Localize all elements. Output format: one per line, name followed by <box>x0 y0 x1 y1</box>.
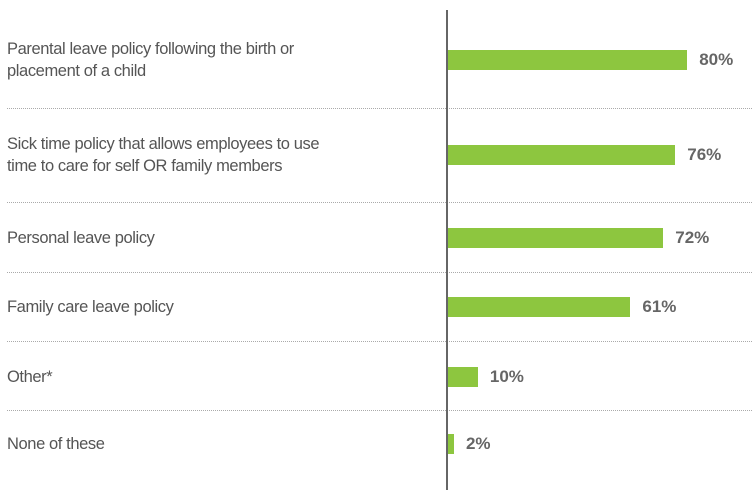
bar <box>448 50 688 70</box>
row-separator <box>7 108 752 109</box>
row-separator <box>7 202 752 203</box>
category-label: None of these <box>7 435 105 453</box>
bar <box>448 228 664 248</box>
value-label: 10% <box>489 367 524 386</box>
bar <box>448 367 478 387</box>
bar <box>448 145 676 165</box>
value-label: 76% <box>687 145 722 164</box>
category-label: Family care leave policy <box>7 298 174 316</box>
category-label: Sick time policy that allows employees t… <box>7 135 320 175</box>
bar <box>448 297 631 317</box>
axis-line <box>446 10 448 490</box>
category-label: Personal leave policy <box>7 229 155 247</box>
value-label: 61% <box>642 297 677 316</box>
bar <box>448 434 454 454</box>
row-separator <box>7 410 752 411</box>
value-label: 2% <box>465 434 491 453</box>
row-separator <box>7 341 752 342</box>
category-label: Parental leave policy following the birt… <box>7 40 294 80</box>
value-label: 80% <box>699 50 734 69</box>
category-label: Other* <box>7 368 53 386</box>
value-label: 72% <box>675 228 710 247</box>
row-separator <box>7 272 752 273</box>
